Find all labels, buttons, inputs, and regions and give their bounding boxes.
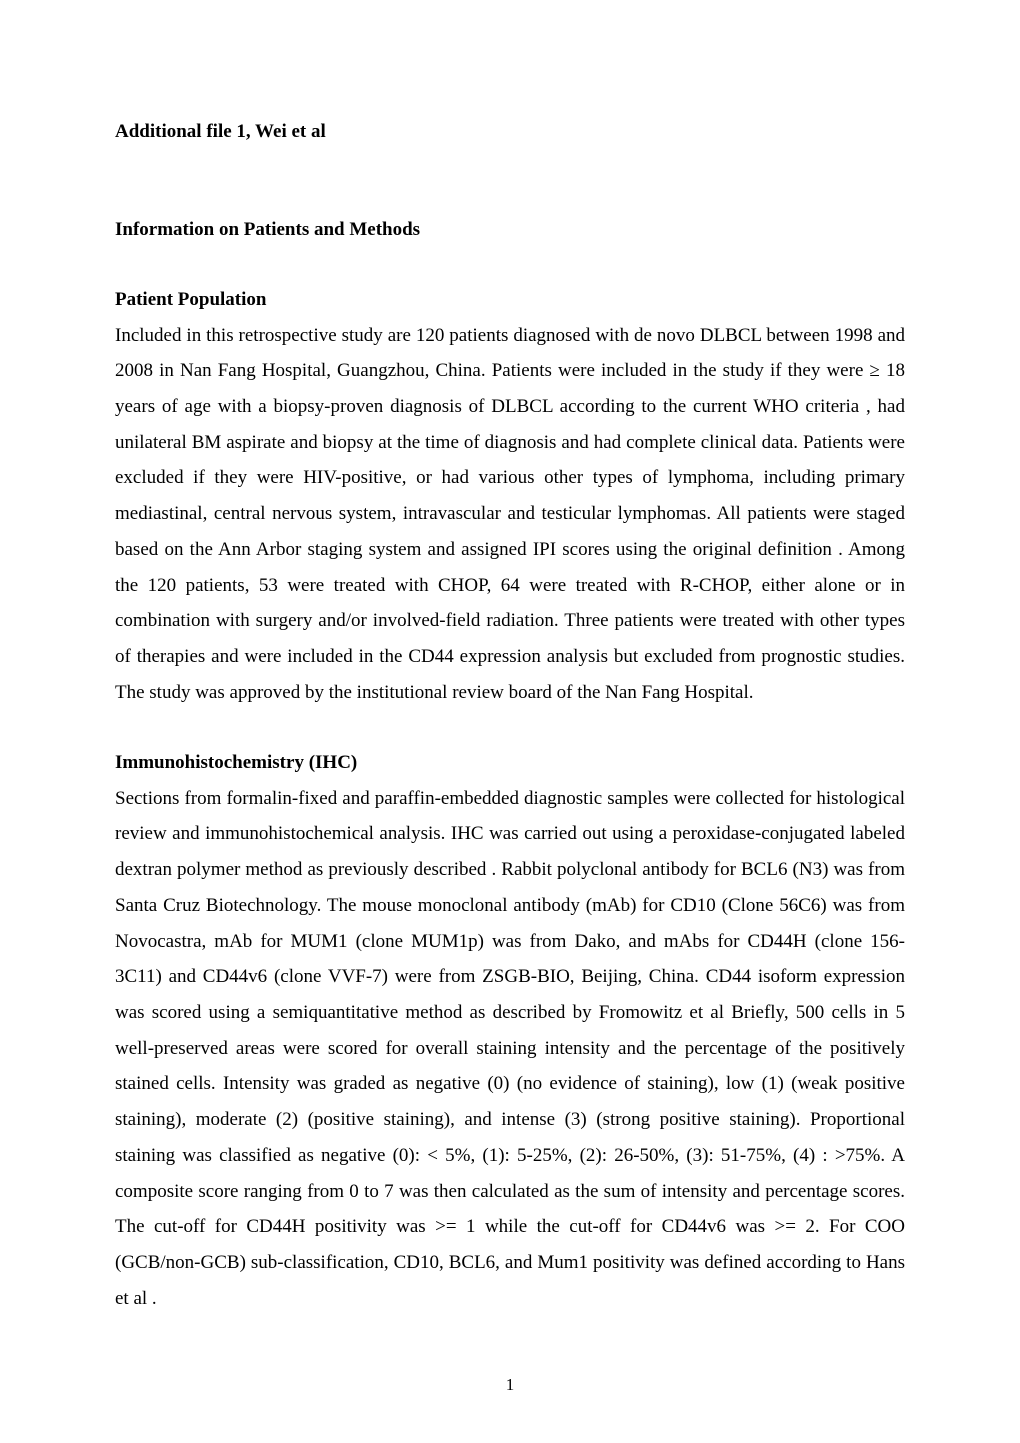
document-title: Additional file 1, Wei et al xyxy=(115,115,905,149)
spacer xyxy=(115,177,905,199)
heading-information: Information on Patients and Methods xyxy=(115,213,905,247)
spacer xyxy=(115,247,905,269)
body-patient-population: Included in this retrospective study are… xyxy=(115,318,905,711)
spacer xyxy=(115,710,905,732)
document-page: Additional file 1, Wei et al Information… xyxy=(0,0,1020,1443)
heading-patient-population: Patient Population xyxy=(115,283,905,317)
page-number: 1 xyxy=(0,1375,1020,1395)
title-block: Additional file 1, Wei et al xyxy=(115,115,905,149)
heading-ihc: Immunohistochemistry (IHC) xyxy=(115,746,905,780)
body-ihc: Sections from formalin-fixed and paraffi… xyxy=(115,781,905,1317)
